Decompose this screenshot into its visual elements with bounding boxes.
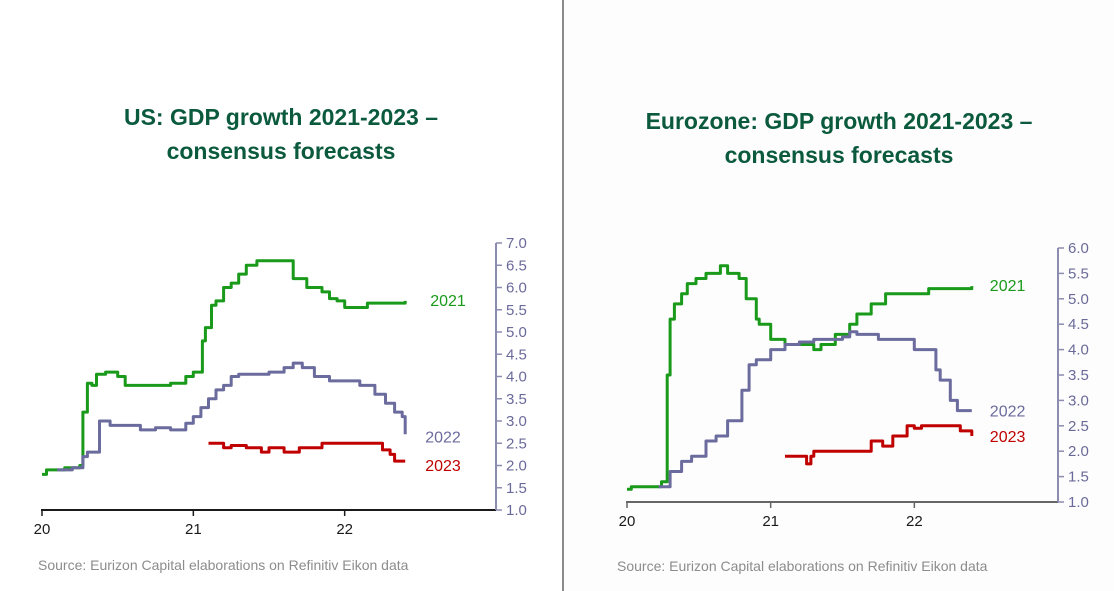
us-x-tick-label: 21 <box>185 521 202 538</box>
eurozone-y-tick-label: 4.0 <box>1068 342 1089 359</box>
us-y-tick-label: 2.0 <box>506 458 527 475</box>
eurozone-x-tick-label: 20 <box>619 513 636 530</box>
eurozone-y-tick-label: 2.5 <box>1068 418 1089 435</box>
us-series-2023 <box>208 441 406 463</box>
eurozone-chart-title-line-1: Eurozone: GDP growth 2021-2023 – <box>645 108 1033 134</box>
eurozone-y-tick-label: 4.5 <box>1068 316 1089 333</box>
us-y-tick-label: 1.5 <box>506 480 527 497</box>
us-x-tick-label: 20 <box>34 521 51 538</box>
us-y-tick-label: 3.0 <box>506 413 527 430</box>
eurozone-series-label-2023: 2023 <box>990 429 1026 446</box>
us-y-tick-label: 3.5 <box>506 391 527 408</box>
us-series-label-2022: 2022 <box>425 429 461 446</box>
eurozone-y-tick-label: 3.0 <box>1068 392 1089 409</box>
eurozone-series-2022 <box>658 330 972 489</box>
eurozone-chart-title-line-2: consensus forecasts <box>724 142 954 168</box>
us-chart-panel: US: GDP growth 2021-2023 – consensus for… <box>0 100 562 573</box>
eurozone-y-tick-label: 6.0 <box>1068 240 1089 257</box>
us-x-tick-label: 22 <box>336 521 353 538</box>
us-y-tick-label: 4.0 <box>506 369 527 386</box>
eurozone-series-2023 <box>785 424 974 466</box>
us-chart-title-line-2: consensus forecasts <box>166 138 396 164</box>
eurozone-y-tick-label: 5.5 <box>1068 265 1089 282</box>
us-series-label-2023: 2023 <box>425 458 461 475</box>
us-chart-title: US: GDP growth 2021-2023 – consensus for… <box>0 100 562 168</box>
us-y-tick-label: 5.5 <box>506 302 527 319</box>
us-y-tick-label: 6.5 <box>506 257 527 274</box>
eurozone-y-tick-label: 3.5 <box>1068 367 1089 384</box>
us-y-tick-label: 1.0 <box>506 502 527 519</box>
us-y-tick-label: 2.5 <box>506 435 527 452</box>
us-y-tick-label: 4.5 <box>506 346 527 363</box>
us-chart-title-line-1: US: GDP growth 2021-2023 – <box>123 104 439 130</box>
eurozone-chart-title: Eurozone: GDP growth 2021-2023 – consens… <box>564 104 1114 172</box>
us-chart-source: Source: Eurizon Capital elaborations on … <box>38 557 409 573</box>
eurozone-y-tick-label: 1.5 <box>1068 469 1089 486</box>
eurozone-y-tick-label: 5.0 <box>1068 291 1089 308</box>
us-y-tick-label: 6.0 <box>506 280 527 297</box>
eurozone-series-2021 <box>627 264 974 491</box>
eurozone-chart-panel: Eurozone: GDP growth 2021-2023 – consens… <box>564 0 1114 591</box>
us-y-tick-label: 7.0 <box>506 235 527 252</box>
eurozone-x-tick-label: 21 <box>762 513 779 530</box>
us-series-2021 <box>42 259 407 476</box>
panel-divider <box>562 0 564 591</box>
us-chart-plot: 20 21 221.01.52.02.53.03.54.04.55.05.56.06… <box>34 235 527 538</box>
eurozone-series-label-2021: 2021 <box>990 278 1026 295</box>
eurozone-chart-plot: 20 21 221.01.52.02.53.03.54.04.55.05.56.02… <box>619 240 1089 530</box>
eurozone-y-tick-label: 1.0 <box>1068 494 1089 511</box>
eurozone-x-tick-label: 22 <box>906 513 923 530</box>
eurozone-y-tick-label: 2.0 <box>1068 443 1089 460</box>
eurozone-series-label-2022: 2022 <box>990 404 1026 421</box>
us-y-tick-label: 5.0 <box>506 324 527 341</box>
us-series-label-2021: 2021 <box>430 293 466 310</box>
eurozone-chart-source: Source: Eurizon Capital elaborations on … <box>617 558 988 574</box>
us-series-2022 <box>57 361 407 472</box>
